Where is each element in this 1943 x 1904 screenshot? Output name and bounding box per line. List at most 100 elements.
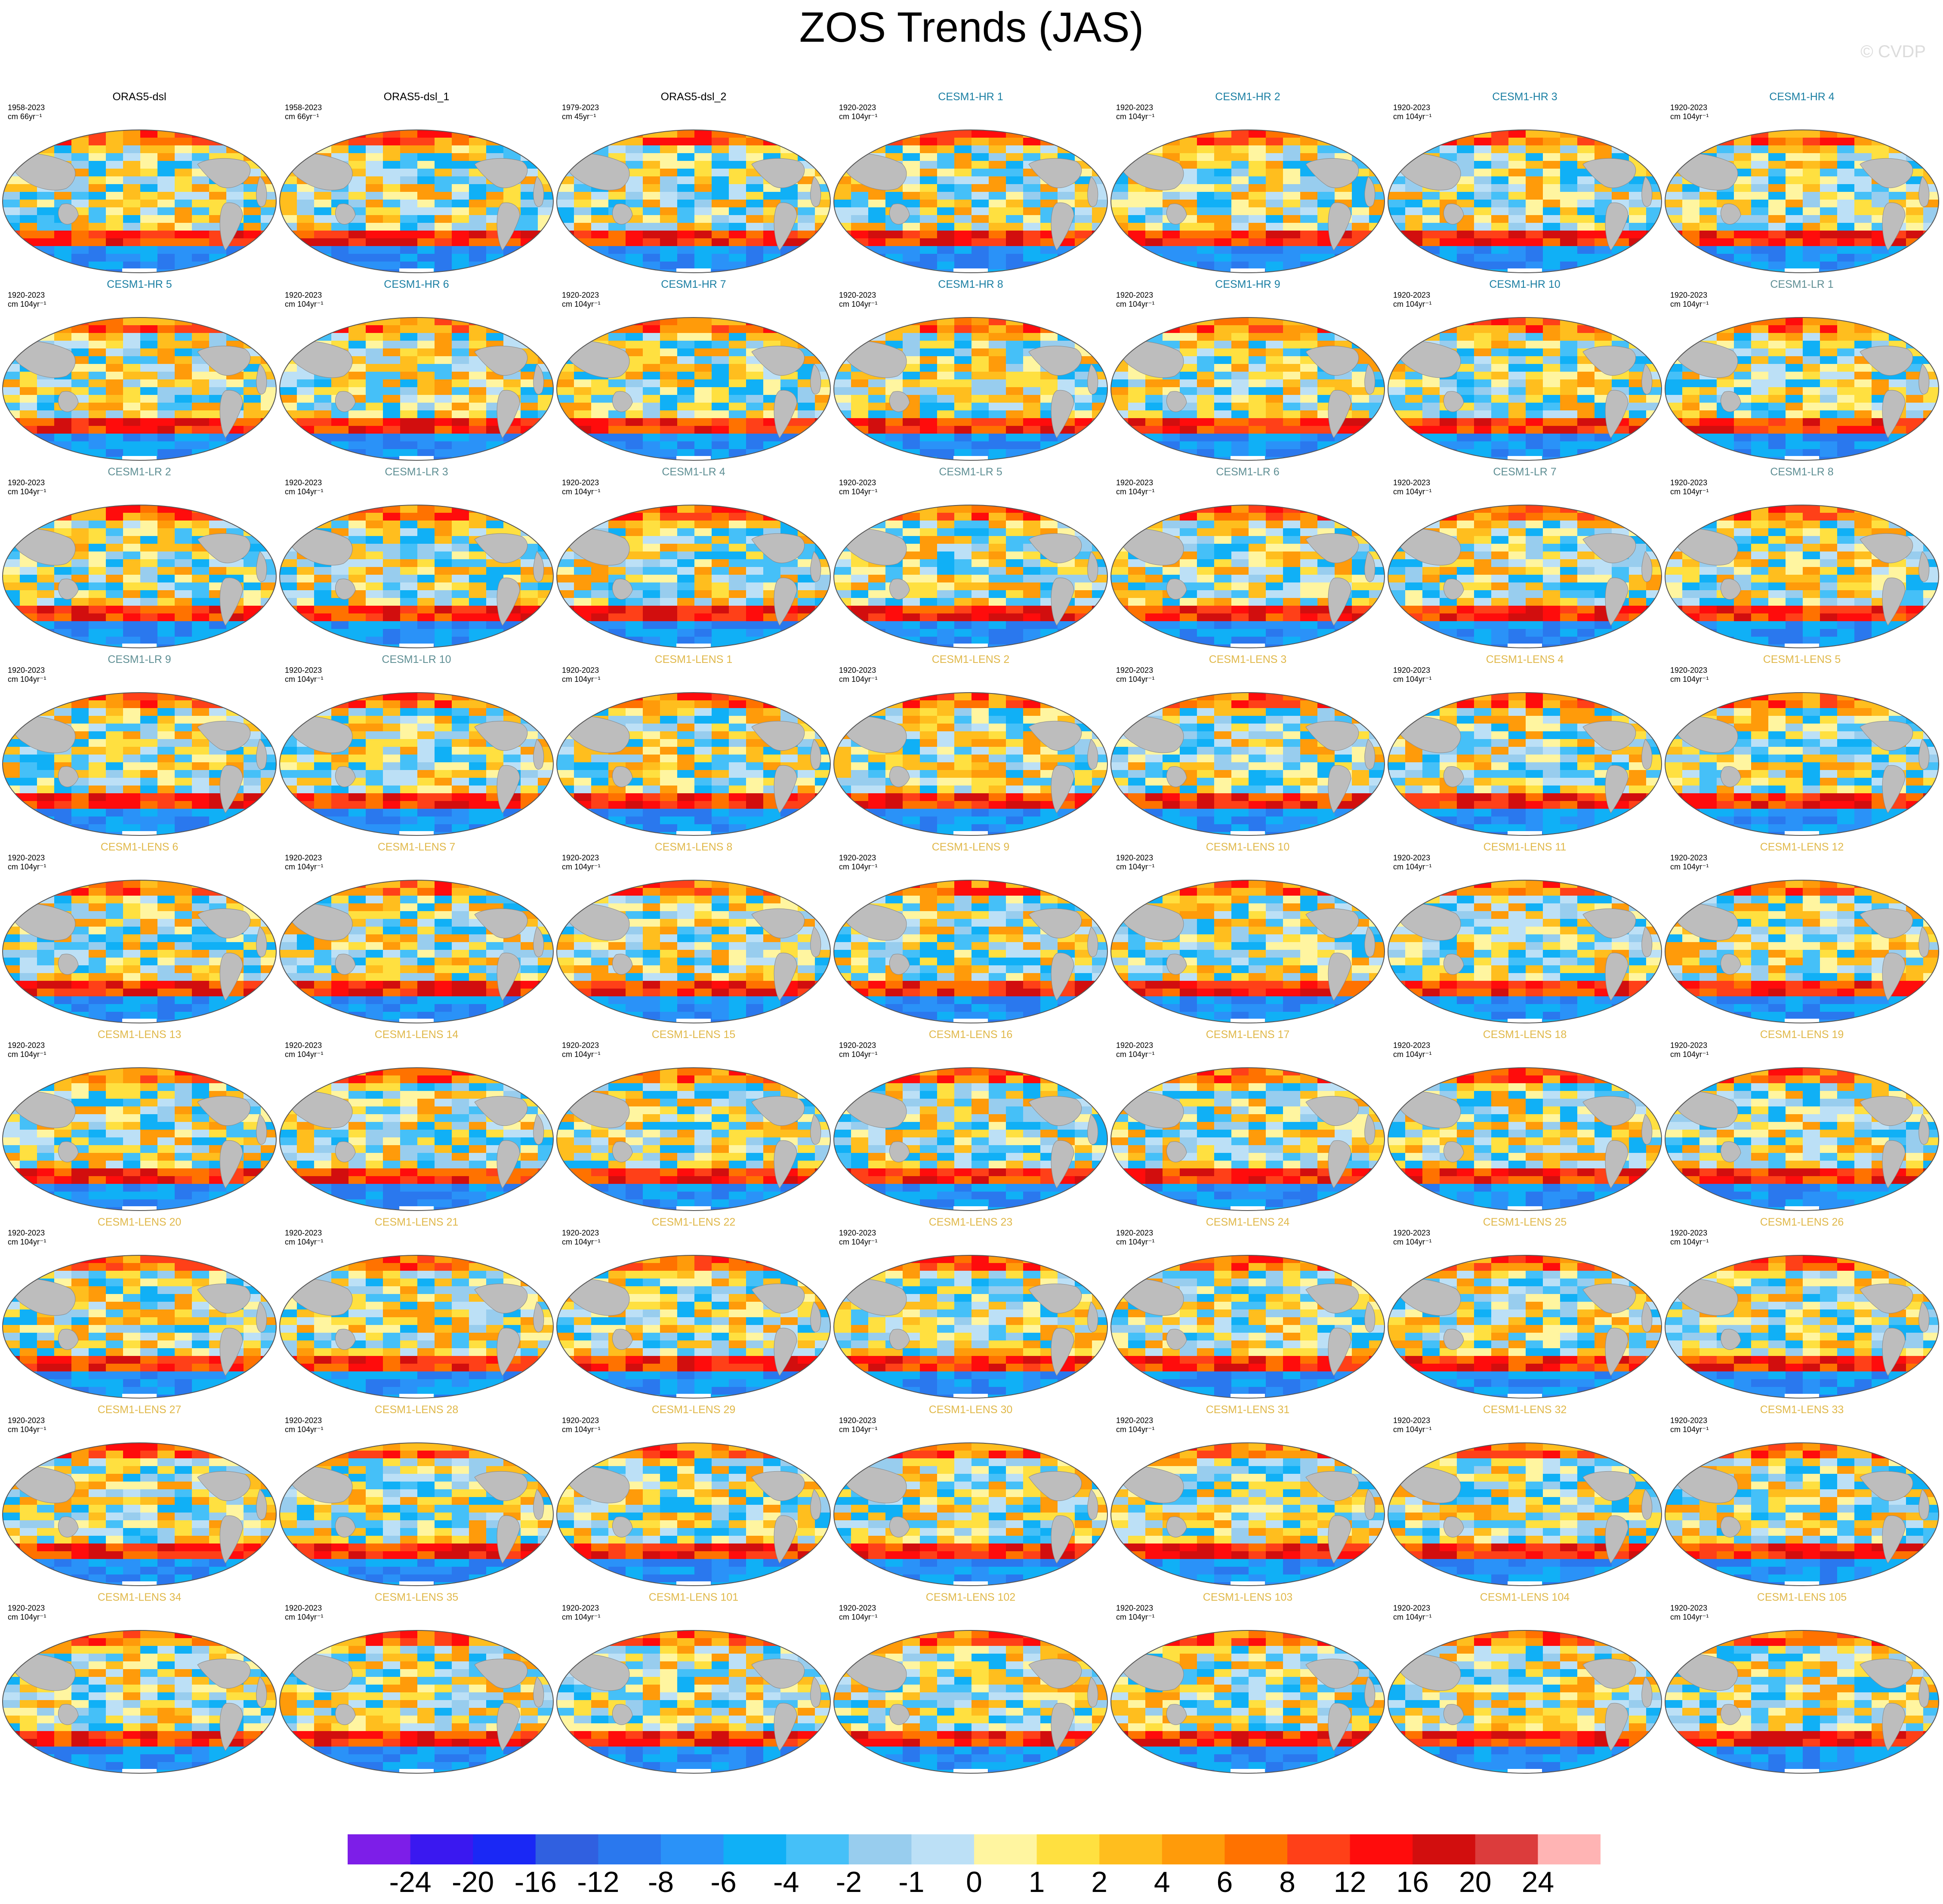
map-panel: CESM1-LENS 26 1920-2023 cm 104yr⁻¹ [1664, 1216, 1940, 1403]
antarctica [1508, 1206, 1542, 1211]
landmass [1882, 1703, 1906, 1751]
panel-title: CESM1-LR 1 [1664, 278, 1940, 291]
landmass [1882, 202, 1906, 251]
panel-units: cm 104yr⁻¹ [1116, 1050, 1155, 1059]
landmass [474, 1658, 528, 1689]
panel-units: cm 104yr⁻¹ [1670, 1050, 1709, 1059]
trend-field [3, 1068, 276, 1211]
panel-units: cm 104yr⁻¹ [839, 863, 878, 872]
trend-field [834, 505, 1107, 648]
trend-field [280, 130, 553, 273]
landmass [1443, 1329, 1464, 1350]
map-panel: CESM1-LENS 22 1920-2023 cm 104yr⁻¹ [556, 1216, 831, 1403]
global-map [1388, 317, 1662, 461]
landmass [612, 579, 633, 600]
colorbar-swatch [1287, 1834, 1351, 1864]
landmass [58, 954, 79, 975]
panel-years: 1920-2023 [839, 291, 876, 300]
colorbar-swatch [848, 1834, 912, 1864]
landmass [1328, 1703, 1351, 1751]
panel-units: cm 104yr⁻¹ [1116, 487, 1155, 496]
antarctica [1508, 268, 1542, 273]
map-panel: CESM1-LR 8 1920-2023 cm 104yr⁻¹ [1664, 465, 1940, 653]
landmass [1918, 1301, 1930, 1332]
landmass [1918, 1489, 1930, 1520]
landmass [474, 1471, 528, 1501]
landmass [889, 1141, 910, 1162]
landmass [1672, 1466, 1738, 1503]
panel-years: 1920-2023 [1393, 103, 1430, 112]
antarctica [676, 1019, 711, 1023]
landmass [1443, 391, 1464, 412]
antarctica [953, 1581, 988, 1586]
panel-years: 1920-2023 [1116, 1604, 1153, 1613]
panel-years: 1920-2023 [562, 853, 599, 863]
landmass [10, 1653, 76, 1691]
panel-title: CESM1-LENS 7 [279, 841, 554, 853]
map-panel: CESM1-LENS 15 1920-2023 cm 104yr⁻¹ [556, 1028, 831, 1216]
map-outline [1388, 129, 1662, 273]
panel-title: CESM1-LENS 2 [833, 653, 1108, 666]
landmass [533, 176, 544, 207]
map-outline [1110, 1255, 1385, 1399]
panel-title: CESM1-LENS 23 [833, 1216, 1108, 1229]
landmass [1364, 1676, 1376, 1707]
panel-title: CESM1-LENS 15 [556, 1028, 831, 1041]
global-map [1665, 1442, 1939, 1586]
colorbar-swatch [723, 1834, 786, 1864]
panel-title: CESM1-LENS 30 [833, 1403, 1108, 1416]
colorbar-tick-label: 2 [1091, 1865, 1107, 1899]
colorbar-tick-label: 12 [1334, 1865, 1366, 1899]
landmass [1641, 1489, 1653, 1520]
trend-field [1388, 1443, 1662, 1586]
map-panel: CESM1-LENS 18 1920-2023 cm 104yr⁻¹ [1387, 1028, 1662, 1216]
landmass [1328, 1515, 1351, 1564]
panel-units: cm 104yr⁻¹ [562, 487, 601, 496]
panel-units: cm 104yr⁻¹ [8, 1238, 46, 1247]
landmass [889, 766, 910, 787]
colorbar-swatch [911, 1834, 975, 1864]
global-map [556, 1630, 831, 1774]
landmass [564, 1466, 630, 1503]
map-panel: CESM1-LENS 1 1920-2023 cm 104yr⁻¹ [556, 653, 831, 841]
map-outline [1388, 692, 1662, 836]
panel-years: 1920-2023 [8, 1416, 45, 1425]
map-outline [833, 317, 1108, 461]
landmass [1395, 340, 1461, 378]
colorbar-tick-label: 4 [1154, 1865, 1170, 1899]
landmass [1721, 1329, 1741, 1350]
colorbar-tick-label: 6 [1216, 1865, 1233, 1899]
antarctica [1785, 456, 1819, 460]
landmass [564, 903, 630, 941]
landmass [1582, 1283, 1636, 1314]
global-map [556, 1255, 831, 1399]
global-map [556, 317, 831, 461]
landmass [1860, 721, 1913, 751]
landmass [1395, 1278, 1461, 1316]
global-map [1388, 129, 1662, 273]
panel-years: 1920-2023 [1393, 1416, 1430, 1425]
map-outline [833, 1630, 1108, 1774]
landmass [1443, 1704, 1464, 1725]
colorbar-tick-label: -6 [710, 1865, 736, 1899]
landmass [197, 158, 251, 188]
panel-years: 1920-2023 [1116, 103, 1153, 112]
trend-field [1665, 1630, 1939, 1773]
antarctica [676, 644, 711, 648]
panel-title: CESM1-LENS 6 [2, 841, 277, 853]
landmass [1051, 952, 1074, 1001]
landmass [810, 364, 821, 394]
landmass [1118, 1466, 1184, 1503]
antarctica [676, 1206, 711, 1211]
landmass [533, 926, 544, 957]
landmass [1087, 176, 1098, 207]
panel-title: CESM1-LENS 33 [1664, 1403, 1940, 1416]
panel-years: 1920-2023 [285, 478, 322, 487]
landmass [1605, 952, 1628, 1001]
map-panel: CESM1-LENS 13 1920-2023 cm 104yr⁻¹ [2, 1028, 277, 1216]
panel-years: 1920-2023 [1393, 1041, 1430, 1050]
map-panel: CESM1-HR 5 1920-2023 cm 104yr⁻¹ [2, 278, 277, 465]
trend-field [1388, 317, 1662, 460]
landmass [497, 1140, 520, 1189]
landmass [497, 1328, 520, 1376]
